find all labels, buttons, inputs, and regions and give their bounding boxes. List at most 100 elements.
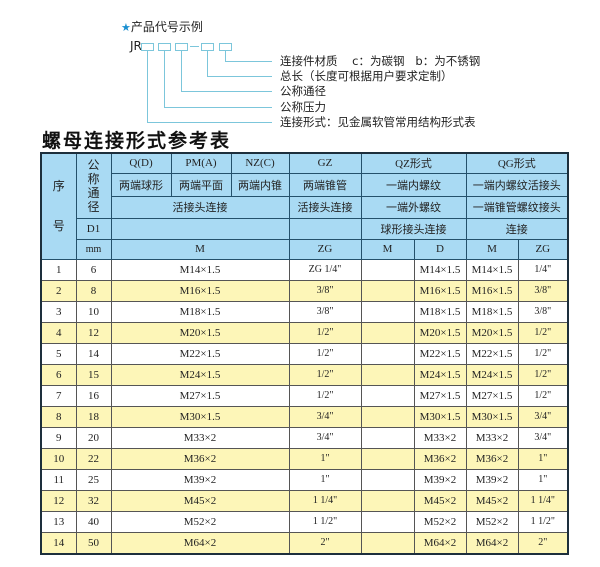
header-cell: Q(D) [110,152,172,174]
cell-no: 10 [40,447,77,470]
legend-title: ★产品代号示例 [121,18,203,35]
cell-dn: 40 [75,510,112,533]
cell-dn: 15 [75,363,112,386]
cell-no: 11 [40,468,77,491]
cell-qg-m: M36×2 [465,447,519,470]
table-row: 13 40 M52×2 1 1/2" M52×2 M52×2 1 1/2" [40,510,569,533]
cell-dn: 12 [75,321,112,344]
cell-m: M20×1.5 [110,321,290,344]
header-cell: 两端平面 [170,172,232,197]
cell-qz-m [360,468,415,491]
cell-qz-m [360,489,415,512]
cell-qg-zg: 1 1/4" [517,489,569,512]
cell-qz-m [360,447,415,470]
header-cell: 球形接头连接 [360,217,467,240]
cell-gz: 1" [288,447,362,470]
cell-qg-zg: 3/8" [517,300,569,323]
cell-gz: 3/8" [288,300,362,323]
table-row: 7 16 M27×1.5 1/2" M27×1.5 M27×1.5 1/2" [40,384,569,407]
header-nominal-text: 公称通径 [87,157,100,214]
header-seq: 序号 [40,152,77,260]
table-body: 1 6 M14×1.5 ZG 1/4" M14×1.5 M14×1.5 1/4" 2 8 M16×… [40,258,569,554]
cell-dn: 10 [75,300,112,323]
cell-qz-d: M22×1.5 [413,342,467,365]
table-row: 4 12 M20×1.5 1/2" M20×1.5 M20×1.5 1/2" [40,321,569,344]
header-cell: 两端球形 [110,172,172,197]
header-seq-text: 序号 [52,179,65,234]
cell-dn: 32 [75,489,112,512]
code-prefix: JR [130,39,142,53]
cell-qz-m [360,279,415,302]
cell-dn: 6 [75,258,112,281]
table-title: 螺母连接形式参考表 [42,130,232,152]
cell-qz-m [360,531,415,554]
header-cell: ZG [517,238,569,260]
cell-qz-m [360,300,415,323]
cell-dn: 18 [75,405,112,428]
cell-qg-m: M33×2 [465,426,519,449]
cell-qz-d: M30×1.5 [413,405,467,428]
cell-qz-m [360,363,415,386]
header-cell: GZ [288,152,362,174]
header-cell: 一端内螺纹活接头 [465,172,569,197]
cell-qz-m [360,384,415,407]
cell-gz: 1/2" [288,321,362,344]
product-code-legend: ★产品代号示例 JR 连接件材质 c：为碳钢 b：为不锈钢 总长（长度可根据用户… [0,0,600,130]
cell-m: M33×2 [110,426,290,449]
cell-dn: 16 [75,384,112,407]
header-cell [288,217,362,240]
cell-qg-zg: 3/8" [517,279,569,302]
table-row: 8 18 M30×1.5 3/4" M30×1.5 M30×1.5 3/4" [40,405,569,428]
cell-qg-m: M52×2 [465,510,519,533]
cell-qg-zg: 1/2" [517,384,569,407]
cell-dn: 8 [75,279,112,302]
header-cell: 一端内螺纹 [360,172,467,197]
code-box-material [219,43,232,51]
header-cell: 一端锥管螺纹接头 [465,195,569,219]
cell-no: 4 [40,321,77,344]
cell-dn: 50 [75,531,112,554]
header-cell: QG形式 [465,152,569,174]
header-cell: PM(A) [170,152,232,174]
cell-qg-zg: 1" [517,468,569,491]
header-cell [110,217,290,240]
cell-qg-zg: 1/2" [517,363,569,386]
cell-qg-m: M18×1.5 [465,300,519,323]
cell-no: 8 [40,405,77,428]
cell-qg-zg: 3/4" [517,405,569,428]
star-icon: ★ [121,21,131,34]
cell-m: M64×2 [110,531,290,554]
cell-m: M24×1.5 [110,363,290,386]
code-dash [190,46,199,47]
cell-qz-m [360,321,415,344]
cell-gz: 1/2" [288,363,362,386]
cell-qg-zg: 1 1/2" [517,510,569,533]
cell-m: M45×2 [110,489,290,512]
header-cell: 活接头连接 [288,195,362,219]
table-row: 3 10 M18×1.5 3/8" M18×1.5 M18×1.5 3/8" [40,300,569,323]
cell-qz-d: M45×2 [413,489,467,512]
table-row: 10 22 M36×2 1" M36×2 M36×2 1" [40,447,569,470]
cell-qg-zg: 1" [517,447,569,470]
cell-gz: 1" [288,468,362,491]
cell-qz-d: M20×1.5 [413,321,467,344]
header-cell: ZG [288,238,362,260]
cell-qg-m: M45×2 [465,489,519,512]
table-row: 1 6 M14×1.5 ZG 1/4" M14×1.5 M14×1.5 1/4" [40,258,569,281]
table-row: 9 20 M33×2 3/4" M33×2 M33×2 3/4" [40,426,569,449]
header-cell: 活接头连接 [110,195,290,219]
cell-gz: 1 1/2" [288,510,362,533]
cell-qg-m: M16×1.5 [465,279,519,302]
cell-qz-d: M24×1.5 [413,363,467,386]
cell-gz: 1/2" [288,342,362,365]
header-cell: 两端锥管 [288,172,362,197]
cell-no: 7 [40,384,77,407]
cell-m: M52×2 [110,510,290,533]
cell-qz-m [360,426,415,449]
cell-no: 12 [40,489,77,512]
header-cell: NZ(C) [230,152,290,174]
cell-m: M27×1.5 [110,384,290,407]
table-row: 6 15 M24×1.5 1/2" M24×1.5 M24×1.5 1/2" [40,363,569,386]
header-cell: 两端内锥 [230,172,290,197]
cell-m: M36×2 [110,447,290,470]
